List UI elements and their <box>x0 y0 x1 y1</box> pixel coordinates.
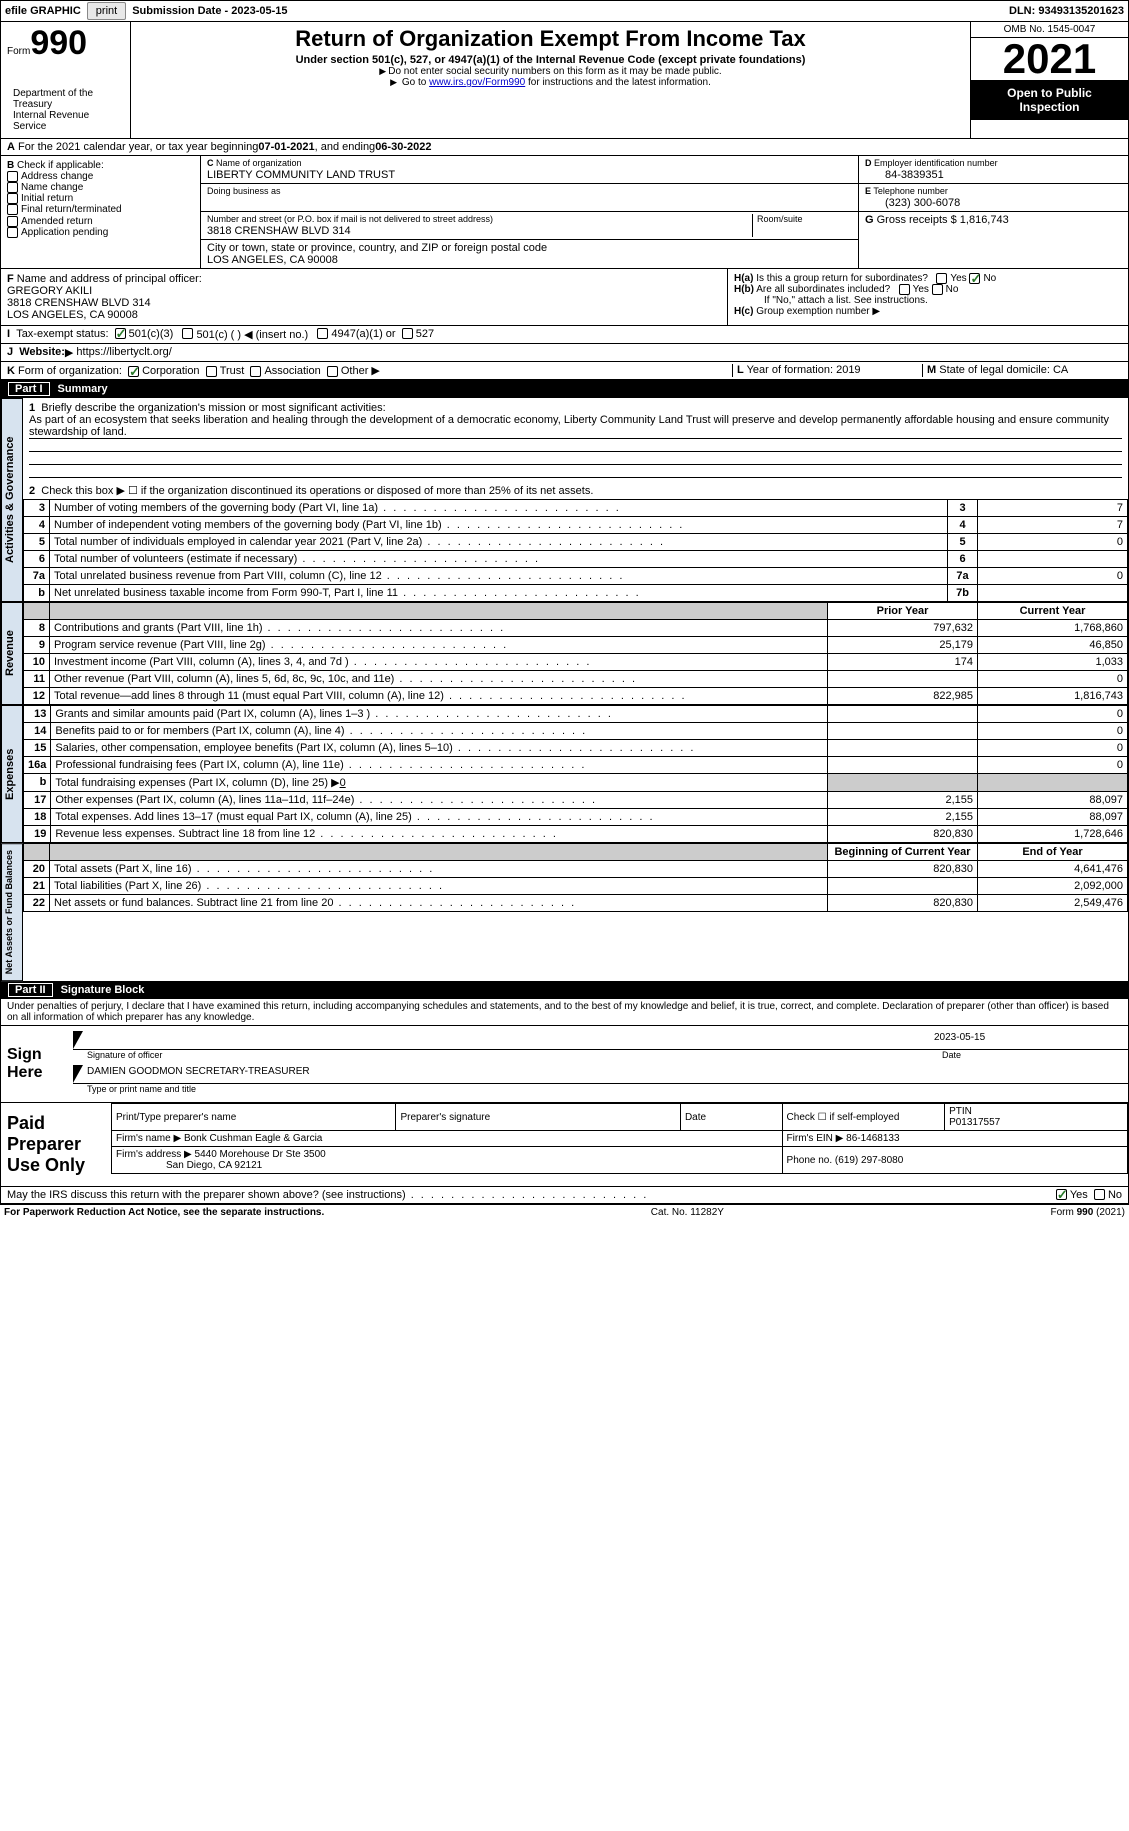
ssn-note: Do not enter social security numbers on … <box>137 66 964 77</box>
header-grid: B Check if applicable: Address change Na… <box>0 156 1129 269</box>
website: https://libertyclt.org/ <box>76 346 171 359</box>
form-word: Form <box>7 46 30 57</box>
vtab-revenue: Revenue <box>1 602 23 705</box>
may-irs-discuss: May the IRS discuss this return with the… <box>0 1187 1129 1204</box>
line-a: A For the 2021 calendar year, or tax yea… <box>0 139 1129 156</box>
sign-here-label: Sign Here <box>1 1026 73 1102</box>
check-final-return[interactable] <box>7 204 18 215</box>
sign-here-block: Sign Here Signature of officer 2023-05-1… <box>0 1025 1129 1103</box>
check-initial-return[interactable] <box>7 193 18 204</box>
dln-label: DLN: 93493135201623 <box>1005 5 1128 17</box>
tax-year: 2021 <box>971 38 1128 80</box>
check-association[interactable] <box>250 366 261 377</box>
check-501c[interactable] <box>182 328 193 339</box>
col-b-checkboxes: B Check if applicable: Address change Na… <box>1 156 201 268</box>
telephone: (323) 300-6078 <box>865 197 960 209</box>
check-527[interactable] <box>402 328 413 339</box>
check-4947[interactable] <box>317 328 328 339</box>
footer: For Paperwork Reduction Act Notice, see … <box>0 1204 1129 1220</box>
sig-date: 2023-05-15 <box>928 1026 1128 1050</box>
line-i: I Tax-exempt status: 501(c)(3) 501(c) ( … <box>0 326 1129 344</box>
print-button[interactable]: print <box>87 2 126 20</box>
ag-table: 3Number of voting members of the governi… <box>23 499 1128 602</box>
city-state-zip: LOS ANGELES, CA 90008 <box>207 254 338 266</box>
check-other[interactable] <box>327 366 338 377</box>
officer-addr2: LOS ANGELES, CA 90008 <box>7 309 138 321</box>
check-application-pending[interactable] <box>7 227 18 238</box>
vtab-expenses: Expenses <box>1 705 23 843</box>
vtab-net-assets: Net Assets or Fund Balances <box>1 843 23 981</box>
efile-label: efile GRAPHIC <box>1 5 85 17</box>
perjury-declaration: Under penalties of perjury, I declare th… <box>0 999 1129 1025</box>
irs-link[interactable]: www.irs.gov/Form990 <box>429 77 525 88</box>
open-to-public: Open to Public Inspection <box>971 80 1128 120</box>
check-name-change[interactable] <box>7 182 18 193</box>
check-501c3[interactable] <box>115 328 126 339</box>
ein: 84-3839351 <box>865 169 944 181</box>
tax-year-begin: 07-01-2021 <box>258 141 314 153</box>
dept-label: Department of the Treasury Internal Reve… <box>7 86 124 134</box>
paid-preparer-label: Paid Preparer Use Only <box>1 1103 111 1186</box>
net-assets-table: Beginning of Current YearEnd of Year20To… <box>23 843 1128 912</box>
line-j: J Website: ▶ https://libertyclt.org/ <box>0 344 1129 362</box>
tax-year-end: 06-30-2022 <box>375 141 431 153</box>
may-irs-no[interactable] <box>1094 1189 1105 1200</box>
officer-addr1: 3818 CRENSHAW BLVD 314 <box>7 297 151 309</box>
street-address: 3818 CRENSHAW BLVD 314 <box>207 225 351 237</box>
form-subtitle: Under section 501(c), 527, or 4947(a)(1)… <box>137 54 964 66</box>
year-formation: 2019 <box>836 364 860 376</box>
firm-ein: 86-1468133 <box>846 1133 899 1144</box>
firm-addr1: 5440 Morehouse Dr Ste 3500 <box>195 1149 326 1160</box>
topbar: efile GRAPHIC print Submission Date - 20… <box>0 0 1129 22</box>
revenue-section: Revenue Prior YearCurrent Year8Contribut… <box>0 602 1129 705</box>
hb-yes[interactable] <box>899 284 910 295</box>
ha-yes[interactable] <box>936 273 947 284</box>
goto-note: Go to www.irs.gov/Form990 for instructio… <box>137 77 964 88</box>
check-address-change[interactable] <box>7 171 18 182</box>
revenue-table: Prior YearCurrent Year8Contributions and… <box>23 602 1128 705</box>
firm-addr2: San Diego, CA 92121 <box>166 1160 262 1171</box>
part-ii-header: Part II Signature Block <box>0 981 1129 999</box>
f-h-row: F Name and address of principal officer:… <box>0 269 1129 326</box>
ha-no[interactable] <box>969 273 980 284</box>
state-domicile: CA <box>1053 364 1068 376</box>
check-corporation[interactable] <box>128 366 139 377</box>
check-amended-return[interactable] <box>7 216 18 227</box>
gross-receipts: 1,816,743 <box>960 214 1009 226</box>
form-header: Form990 Department of the Treasury Inter… <box>0 22 1129 139</box>
check-trust[interactable] <box>206 366 217 377</box>
ptin: P01317557 <box>949 1117 1000 1128</box>
mission-text: As part of an ecosystem that seeks liber… <box>29 414 1122 439</box>
expenses-section: Expenses 13Grants and similar amounts pa… <box>0 705 1129 843</box>
activities-governance-section: Activities & Governance 1 Briefly descri… <box>0 398 1129 602</box>
paid-preparer-block: Paid Preparer Use Only Print/Type prepar… <box>0 1103 1129 1187</box>
expenses-table: 13Grants and similar amounts paid (Part … <box>23 705 1128 843</box>
form-number: 990 <box>30 26 87 60</box>
part-i-header: Part I Summary <box>0 380 1129 398</box>
pra-notice: For Paperwork Reduction Act Notice, see … <box>4 1207 324 1218</box>
firm-name: Bonk Cushman Eagle & Garcia <box>184 1133 322 1144</box>
form-title: Return of Organization Exempt From Incom… <box>137 26 964 52</box>
net-assets-section: Net Assets or Fund Balances Beginning of… <box>0 843 1129 981</box>
officer-name-title: DAMIEN GOODMON SECRETARY-TREASURER <box>87 1066 310 1077</box>
submission-label: Submission Date - 2023-05-15 <box>128 5 291 17</box>
firm-phone: (619) 297-8080 <box>835 1155 903 1166</box>
vtab-activities: Activities & Governance <box>1 398 23 602</box>
officer-name: GREGORY AKILI <box>7 285 92 297</box>
cat-no: Cat. No. 11282Y <box>651 1207 724 1218</box>
may-irs-yes[interactable] <box>1056 1189 1067 1200</box>
line2-text: Check this box ▶ ☐ if the organization d… <box>41 485 593 497</box>
form-ref: Form 990 (2021) <box>1051 1207 1125 1218</box>
line-klm: K Form of organization: Corporation Trus… <box>0 362 1129 380</box>
hb-no[interactable] <box>932 284 943 295</box>
org-name: LIBERTY COMMUNITY LAND TRUST <box>207 169 395 181</box>
